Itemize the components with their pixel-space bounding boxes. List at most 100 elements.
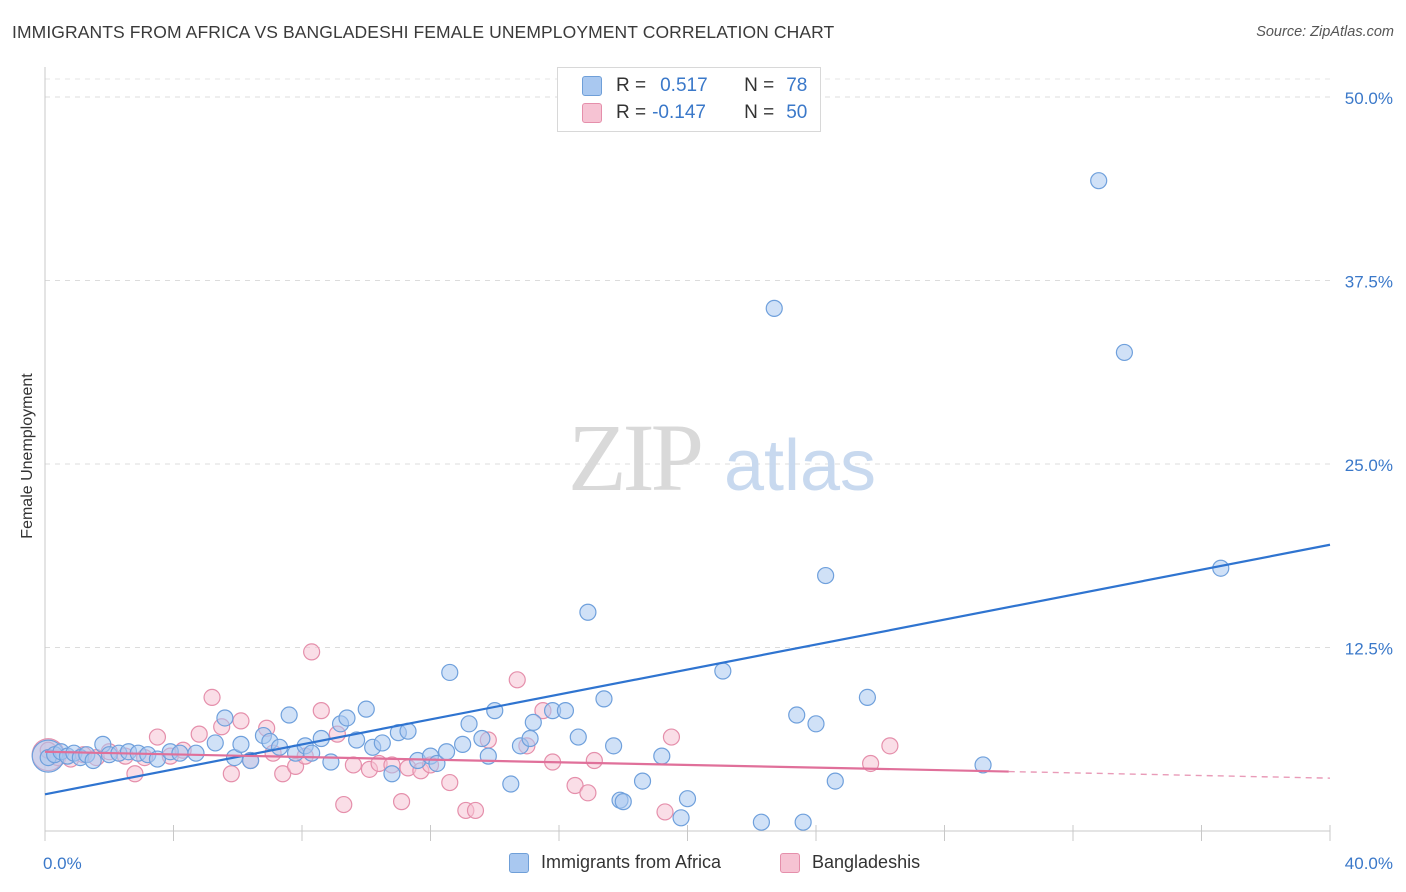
africa-swatch <box>582 76 602 96</box>
y-tick-label: 12.5% <box>1345 640 1393 659</box>
stats-row-africa: R = 0.517 N = 78 <box>582 74 807 98</box>
data-point <box>203 688 221 707</box>
data-point <box>556 702 575 720</box>
r-value: 0.517 <box>660 75 708 96</box>
data-point <box>678 790 697 808</box>
source-credit: Source: ZipAtlas.com <box>1256 24 1394 40</box>
data-point <box>672 809 690 827</box>
data-point <box>392 793 411 811</box>
data-point <box>466 801 485 820</box>
data-point <box>232 735 250 753</box>
data-point <box>126 765 144 783</box>
n-value: 78 <box>786 75 808 96</box>
chart-title: IMMIGRANTS FROM AFRICA VS BANGLADESHI FE… <box>12 22 835 42</box>
data-point <box>190 725 208 743</box>
trend-line-bangladeshi <box>44 750 1009 773</box>
stats-row-bangladeshi: R = -0.147 N = 50 <box>582 101 807 125</box>
n-label: N = <box>744 75 775 96</box>
data-point <box>437 743 456 761</box>
watermark: ZIP atlas <box>568 404 876 511</box>
data-point <box>794 813 812 831</box>
data-point <box>788 706 806 724</box>
data-point <box>338 709 356 727</box>
watermark-atlas: atlas <box>724 426 876 506</box>
data-point <box>595 690 613 708</box>
series-points <box>31 172 1230 831</box>
data-point <box>84 751 102 770</box>
data-point <box>614 793 632 811</box>
data-point <box>1090 172 1108 190</box>
r-value: -0.147 <box>652 102 706 123</box>
trend-line-bangladeshi-extension <box>1008 770 1331 779</box>
y-tick-label: 37.5% <box>1345 273 1393 292</box>
data-point <box>454 735 472 753</box>
x-tick-label-max: 40.0% <box>1345 854 1393 873</box>
data-point <box>653 747 671 765</box>
data-point <box>502 775 520 793</box>
data-point <box>826 772 844 790</box>
data-point <box>566 776 584 795</box>
data-point <box>524 713 542 731</box>
data-point <box>569 728 587 746</box>
data-point <box>373 734 391 752</box>
data-point <box>579 784 597 802</box>
data-point <box>216 709 234 727</box>
data-point <box>303 744 321 762</box>
data-point <box>862 754 880 773</box>
data-point <box>280 706 298 724</box>
data-point <box>441 773 459 792</box>
series-bangladeshi <box>31 643 899 821</box>
data-point <box>817 566 835 585</box>
data-point <box>303 643 321 661</box>
data-point <box>348 731 366 749</box>
data-point <box>187 744 205 762</box>
data-point <box>974 756 992 774</box>
data-point <box>714 662 732 680</box>
data-point <box>807 715 825 733</box>
africa-legend-swatch <box>509 852 529 873</box>
data-point <box>633 772 652 790</box>
trend-line-africa <box>44 543 1331 796</box>
data-point <box>206 734 224 752</box>
data-point <box>460 715 478 733</box>
legend-item-africa[interactable]: Immigrants from Africa <box>509 852 721 873</box>
axes <box>44 67 1331 841</box>
data-point <box>656 803 674 821</box>
data-point <box>335 795 353 814</box>
data-point <box>521 729 539 748</box>
data-point <box>148 728 167 746</box>
tick-labels: 12.5% 25.0% 37.5% 50.0% 0.0% 40.0% <box>43 89 1393 873</box>
trend-lines <box>44 543 1331 796</box>
watermark-zip: ZIP <box>568 404 701 511</box>
data-point <box>441 663 459 682</box>
data-point <box>765 299 783 317</box>
data-point <box>473 729 491 748</box>
stats-legend: R = 0.517 N = 78 R = -0.147 N = 50 <box>557 67 821 132</box>
data-point <box>312 702 330 720</box>
gridlines <box>45 78 1330 648</box>
data-point <box>357 700 375 718</box>
r-label: R = <box>616 75 647 96</box>
data-point <box>171 744 189 762</box>
r-label: R = <box>616 102 647 123</box>
x-tick-label-min: 0.0% <box>43 854 82 873</box>
bangladeshi-swatch <box>582 103 602 123</box>
data-point <box>662 728 681 746</box>
data-point <box>222 765 240 783</box>
data-point <box>605 737 623 755</box>
data-point <box>858 688 877 707</box>
n-label: N = <box>744 102 775 123</box>
data-point <box>752 813 770 831</box>
data-point <box>383 765 401 783</box>
data-point <box>585 751 603 770</box>
data-point <box>508 671 526 689</box>
data-point <box>881 737 899 755</box>
legend-item-bangladeshi[interactable]: Bangladeshis <box>780 852 920 873</box>
bangladeshi-legend-swatch <box>780 852 800 873</box>
data-point <box>579 603 597 621</box>
data-point <box>232 712 250 730</box>
y-tick-label: 25.0% <box>1345 456 1393 475</box>
y-tick-label: 50.0% <box>1345 89 1393 108</box>
n-value: 50 <box>786 102 808 123</box>
